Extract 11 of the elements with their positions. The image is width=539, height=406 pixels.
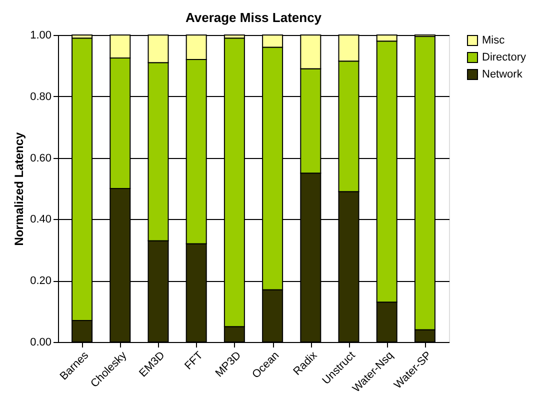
y-tick-label: 1.00: [30, 30, 52, 42]
y-tick-label: 0.60: [30, 152, 52, 164]
legend-label: Directory: [482, 52, 527, 64]
legend-label: Misc: [482, 34, 506, 46]
y-axis-title: Normalized Latency: [12, 132, 26, 246]
y-tick-label: 0.80: [30, 90, 52, 103]
chart-title: Average Miss Latency: [185, 10, 322, 25]
y-tick-label: 0.40: [30, 214, 52, 226]
y-tick-label: 0.00: [30, 336, 52, 348]
y-tick-label: 0.20: [30, 275, 52, 288]
legend-label: Network: [482, 68, 523, 80]
